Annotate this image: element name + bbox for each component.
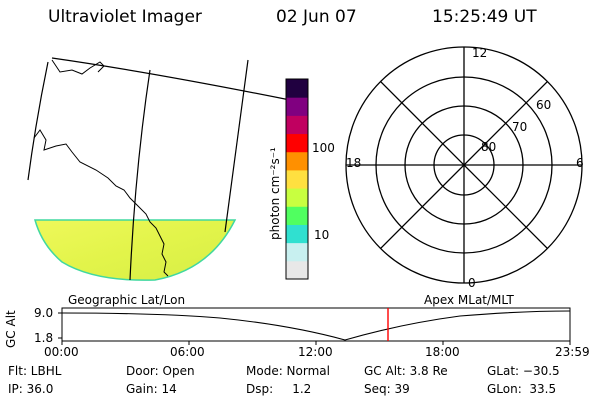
colorbar-segment xyxy=(286,188,308,207)
status-glat: GLat: −30.5 xyxy=(487,364,560,378)
altitude-xtick: 00:00 xyxy=(44,345,79,359)
altitude-ytick-bottom: 1.8 xyxy=(34,331,54,345)
status-dsp: Dsp: 1.2 xyxy=(246,382,312,396)
apex-label: Apex MLat/MLT xyxy=(424,293,514,307)
status-door: Door: Open xyxy=(126,364,195,378)
colorbar-unit-label: photon cm⁻²s⁻¹ xyxy=(268,147,282,240)
coastline xyxy=(33,59,169,277)
colorbar-segment xyxy=(286,169,308,189)
altitude-xtick: 18:00 xyxy=(425,345,460,359)
lat-label-80: 80 xyxy=(481,140,497,154)
color-scale-bar xyxy=(285,78,309,280)
colorbar-segment xyxy=(286,206,308,225)
lat-label-60: 60 xyxy=(536,98,552,112)
status-gc-alt: GC Alt: 3.8 Re xyxy=(364,364,448,378)
image-title: Ultraviolet Imager xyxy=(48,7,202,27)
meridian-line xyxy=(27,61,49,181)
meridian-line xyxy=(129,69,151,281)
colorbar-segment xyxy=(286,97,308,116)
image-time: 15:25:49 UT xyxy=(432,7,537,27)
colorbar-segment xyxy=(286,260,308,280)
status-glon: GLon: 33.5 xyxy=(487,382,557,396)
latitude-line xyxy=(51,57,291,101)
meridian-line xyxy=(224,59,249,233)
altitude-ylabel: GC Alt xyxy=(4,310,18,348)
altitude-xtick: 06:00 xyxy=(170,345,205,359)
colorbar-tick-100: 100 xyxy=(312,141,335,155)
mlt-label-6: 6 xyxy=(576,156,584,170)
colorbar-segment xyxy=(286,79,308,98)
altitude-ytick-top: 9.0 xyxy=(34,306,54,320)
uv-emission-region xyxy=(34,219,237,281)
status-filter: Flt: LBHL xyxy=(8,364,62,378)
status-mode: Mode: Normal xyxy=(246,364,330,378)
colorbar-segment xyxy=(286,151,308,171)
colorbar-tick-10: 10 xyxy=(314,228,330,242)
image-date: 02 Jun 07 xyxy=(276,7,357,27)
status-ip: IP: 36.0 xyxy=(8,382,54,396)
altitude-xtick: 12:00 xyxy=(298,345,333,359)
geographic-label: Geographic Lat/Lon xyxy=(68,293,186,307)
colorbar-frame xyxy=(285,78,309,280)
mlt-label-12: 12 xyxy=(472,46,488,60)
colorbar-segment xyxy=(286,133,308,153)
mlt-label-18: 18 xyxy=(346,156,362,170)
status-gain: Gain: 14 xyxy=(126,382,177,396)
colorbar-segment xyxy=(286,224,308,244)
altitude-xtick: 23:59 xyxy=(555,345,590,359)
colorbar-segment xyxy=(286,242,308,262)
status-seq: Seq: 39 xyxy=(364,382,410,396)
mlt-label-0: 0 xyxy=(468,276,476,290)
colorbar-segment xyxy=(286,115,308,135)
lat-label-70: 70 xyxy=(512,120,528,134)
